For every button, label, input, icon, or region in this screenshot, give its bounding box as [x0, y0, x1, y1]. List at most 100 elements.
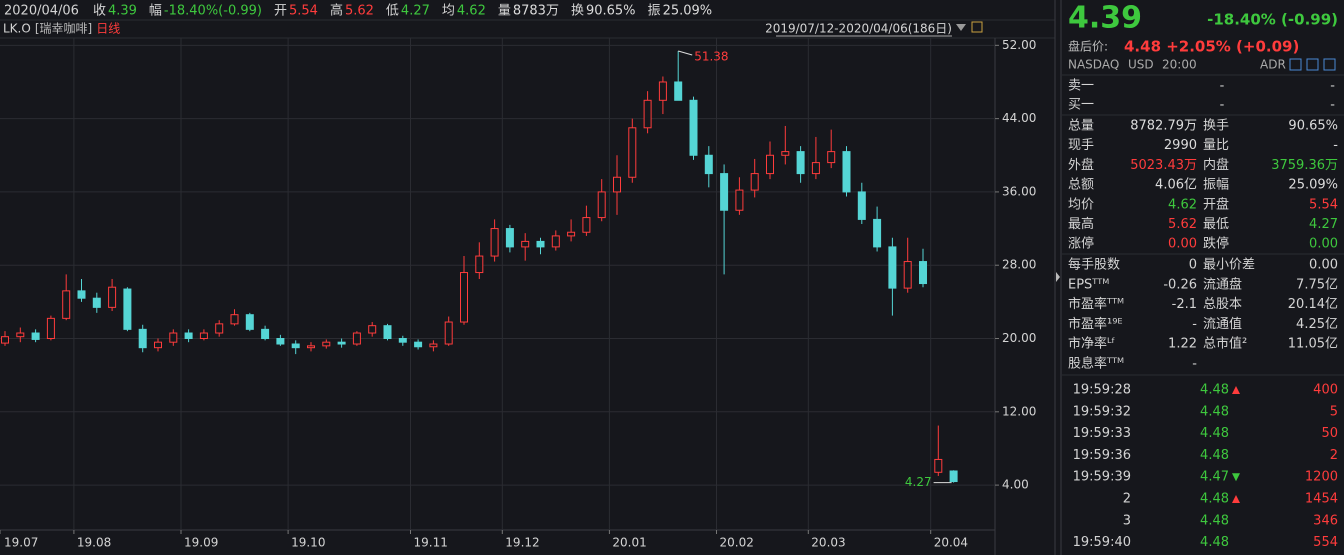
- y-tick-label: 36.00: [1002, 184, 1036, 198]
- book-price: -: [1220, 79, 1225, 94]
- quote-label: 收: [93, 4, 106, 19]
- collapse-arrow[interactable]: [1056, 272, 1060, 282]
- quote-label: 高: [330, 3, 343, 19]
- y-tick-label: 28.00: [1002, 258, 1036, 272]
- fund-label: 市净率ᴸᶠ: [1068, 336, 1116, 352]
- candle-body: [184, 332, 193, 340]
- candle-body: [245, 314, 254, 330]
- x-tick-label: 20.02: [720, 536, 754, 550]
- x-tick-label: 20.03: [811, 536, 845, 550]
- tick-volume: 2: [1330, 448, 1338, 463]
- stat-label: 最低: [1203, 217, 1229, 232]
- candle-body: [735, 189, 744, 211]
- quote-value: 4.62: [457, 4, 486, 19]
- fund-value: 0.00: [1309, 258, 1338, 273]
- y-tick-label: 4.00: [1002, 478, 1029, 492]
- period: 日线: [96, 22, 120, 36]
- quote-value: 90.65%: [586, 4, 636, 19]
- candle-body: [919, 261, 927, 285]
- fund-value: -0.26: [1163, 277, 1197, 292]
- fund-value: -: [1192, 317, 1197, 332]
- last-price: 4.39: [1068, 1, 1142, 36]
- tick-volume: 5: [1330, 404, 1338, 419]
- tick-price: 4.48: [1200, 535, 1229, 550]
- tick-time: 19:59:32: [1073, 404, 1131, 419]
- currency: USD: [1128, 58, 1154, 72]
- candle-body: [903, 261, 912, 289]
- candle-body: [658, 81, 667, 101]
- range-dropdown[interactable]: [956, 24, 966, 31]
- stock-name: [瑞幸咖啡]: [35, 21, 92, 36]
- tick-time: 19:59:33: [1073, 426, 1131, 441]
- fund-label: 股息率ᵀᵀᴹ: [1068, 356, 1124, 372]
- tick-volume: 554: [1313, 535, 1338, 550]
- quote-label: 均: [442, 4, 455, 19]
- candle-body: [123, 288, 132, 330]
- candle-body: [276, 338, 285, 345]
- stat-value: 25.09%: [1288, 178, 1338, 193]
- fund-value: 7.75亿: [1296, 277, 1338, 292]
- stat-label: 开盘: [1203, 196, 1229, 212]
- candle-body: [398, 338, 407, 343]
- fund-label: EPSᵀᵀᴹ: [1068, 277, 1109, 292]
- fund-label: 最小价差: [1203, 258, 1255, 273]
- icon[interactable]: [1323, 58, 1336, 71]
- candle-body: [689, 99, 698, 156]
- market-time: 20:00: [1162, 58, 1197, 72]
- candle-body: [505, 228, 514, 248]
- candle-body: [261, 328, 270, 340]
- date-range: 2019/07/12-2020/04/06(186日): [765, 22, 952, 36]
- stat-label: 均价: [1068, 197, 1094, 212]
- tick-price: 4.48: [1200, 492, 1229, 507]
- candle-body: [16, 332, 25, 338]
- tick-volume: 1454: [1305, 492, 1338, 507]
- quote-value: 4.27: [401, 4, 430, 19]
- stat-label: 外盘: [1068, 157, 1094, 173]
- stat-value: 0.00: [1168, 237, 1197, 252]
- icon[interactable]: [1289, 58, 1302, 71]
- stat-label: 振幅: [1203, 178, 1229, 193]
- candle-body: [138, 328, 147, 349]
- stat-label: 涨停: [1068, 236, 1094, 252]
- candle-body: [154, 341, 162, 349]
- symbol: LK.O: [3, 22, 31, 36]
- stat-value: 8782.79万: [1130, 119, 1197, 134]
- stat-value: -: [1333, 138, 1338, 153]
- candle-body: [704, 154, 713, 175]
- after-hours-price: 4.48 +2.05% (+0.09): [1124, 38, 1299, 56]
- x-tick-label: 20.01: [612, 536, 646, 550]
- candle-body: [322, 341, 331, 347]
- candle-body: [199, 332, 208, 340]
- candle-body: [551, 235, 560, 248]
- stat-value: 3759.36万: [1271, 158, 1338, 173]
- icon[interactable]: [1306, 58, 1319, 71]
- tick-price: 4.47: [1200, 470, 1229, 485]
- stat-label: 跌停: [1203, 236, 1229, 252]
- candle-body: [337, 341, 346, 345]
- candle-body: [490, 228, 499, 257]
- candle-body: [77, 290, 86, 299]
- candle-body: [888, 246, 897, 289]
- annotation-line: [678, 50, 693, 56]
- candle-body: [444, 321, 453, 345]
- settings-icon[interactable]: [971, 21, 983, 33]
- x-tick-label: 20.04: [934, 536, 968, 550]
- stat-value: 4.27: [1309, 217, 1338, 232]
- quote-value: -18.40%(-0.99): [164, 4, 262, 19]
- tick-time: 19:59:40: [1073, 535, 1131, 550]
- candle-body: [842, 151, 851, 193]
- stat-value: 90.65%: [1288, 119, 1338, 134]
- candle-body: [597, 191, 606, 219]
- quote-label: 换: [571, 4, 584, 19]
- candle-body: [169, 332, 178, 343]
- low-annotation: 4.27: [905, 475, 932, 489]
- candle-body: [567, 231, 576, 237]
- candle-body: [307, 345, 315, 349]
- tick-up-arrow: [1232, 386, 1240, 394]
- x-tick-label: 19.12: [505, 536, 539, 550]
- quote-label: 量: [498, 4, 511, 19]
- candle-body: [31, 332, 40, 340]
- candle-body: [934, 458, 943, 473]
